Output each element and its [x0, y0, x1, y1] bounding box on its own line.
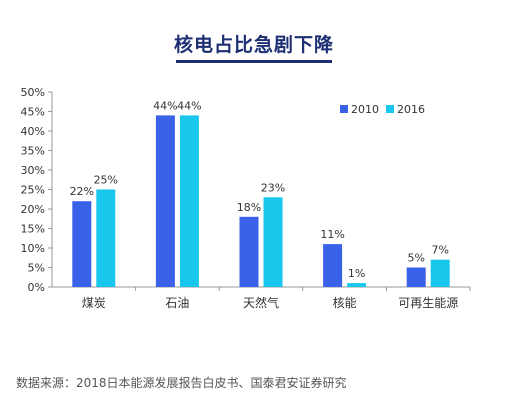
data-label: 1%	[348, 267, 365, 280]
y-tick-label: 30%	[21, 164, 45, 177]
y-tick-label: 25%	[21, 184, 45, 197]
data-label: 22%	[70, 185, 94, 198]
x-tick-label: 煤炭	[82, 296, 106, 310]
y-tick-label: 20%	[21, 203, 45, 216]
y-tick-label: 0%	[28, 281, 45, 294]
data-label: 23%	[261, 181, 285, 194]
data-label: 25%	[94, 174, 118, 187]
data-label: 7%	[431, 244, 448, 257]
title-underline	[176, 60, 332, 63]
bar-2010	[323, 244, 343, 287]
data-label: 5%	[407, 252, 424, 265]
legend-label: 2016	[397, 103, 425, 116]
source-note: 数据来源：2018日本能源发展报告白皮书、国泰君安证券研究	[16, 376, 347, 390]
bar-2010	[72, 201, 92, 287]
legend-swatch-2010	[340, 105, 348, 113]
x-tick-label: 核能	[333, 296, 357, 310]
y-tick-label: 35%	[21, 145, 45, 158]
legend-swatch-2016	[386, 105, 394, 113]
bar-2010	[155, 115, 175, 288]
data-label: 11%	[320, 228, 344, 241]
bar-2016	[179, 115, 199, 288]
y-tick-label: 50%	[21, 86, 45, 99]
bar-2010	[239, 216, 259, 287]
y-tick-label: 40%	[21, 125, 45, 138]
y-tick-label: 5%	[28, 262, 45, 275]
bar-2016	[430, 259, 450, 287]
x-tick-label: 石油	[165, 296, 189, 310]
bar-2016	[96, 189, 116, 287]
x-tick-label: 可再生能源	[398, 296, 458, 310]
data-label: 18%	[237, 201, 261, 214]
data-label: 44%	[177, 99, 201, 112]
x-tick-label: 天然气	[243, 295, 279, 310]
y-tick-label: 45%	[21, 106, 45, 119]
bar-2010	[406, 267, 426, 287]
chart-title: 核电占比急剧下降	[173, 34, 334, 56]
bar-2016	[263, 197, 283, 287]
legend-label: 2010	[351, 103, 379, 116]
y-tick-label: 15%	[21, 223, 45, 236]
y-tick-label: 10%	[21, 242, 45, 255]
data-label: 44%	[153, 99, 177, 112]
bar-2016	[347, 283, 367, 287]
